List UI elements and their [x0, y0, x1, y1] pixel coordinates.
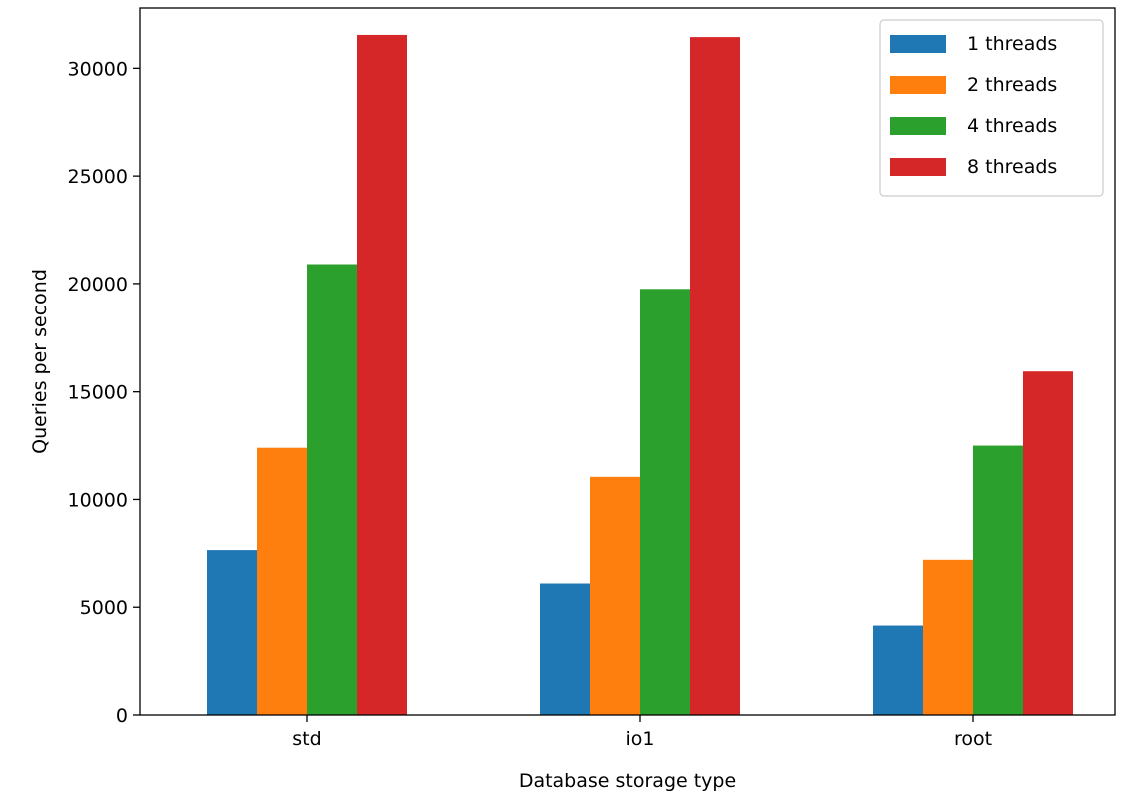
- bar-io1-8-threads: [690, 37, 740, 716]
- bar-root-2-threads: [923, 559, 973, 715]
- bar-io1-1-threads: [540, 583, 590, 715]
- bar-io1-4-threads: [640, 289, 690, 715]
- legend-swatch-2-threads: [890, 76, 946, 94]
- x-tick-label: io1: [626, 728, 655, 750]
- legend: 1 threads 2 threads 4 threads 8 threads: [879, 19, 1104, 197]
- legend-swatch-4-threads: [890, 117, 946, 135]
- bar-std-4-threads: [307, 264, 357, 715]
- y-tick-label: 15000: [68, 382, 128, 404]
- legend-swatch-8-threads: [890, 158, 946, 176]
- legend-swatch-1-threads: [890, 35, 946, 53]
- bar-std-2-threads: [257, 447, 307, 715]
- y-tick-label: 25000: [68, 166, 128, 188]
- y-axis-ticks: 0 5000 10000 15000 20000 25000 30000: [68, 58, 140, 727]
- plot-frame: [139, 7, 1116, 716]
- x-axis-label: Database storage type: [519, 770, 736, 792]
- legend-box: [879, 19, 1104, 197]
- x-axis-ticks: std io1 root: [292, 715, 992, 750]
- x-tick-label: root: [954, 728, 992, 750]
- bar-root-4-threads: [973, 445, 1023, 715]
- legend-label-2-threads: 2 threads: [967, 74, 1057, 96]
- x-tick-label: std: [292, 728, 321, 750]
- y-tick-label: 10000: [68, 489, 128, 511]
- y-tick-label: 20000: [68, 274, 128, 296]
- legend-label-1-threads: 1 threads: [967, 33, 1057, 55]
- y-tick-label: 30000: [68, 58, 128, 80]
- bar-std-1-threads: [207, 550, 257, 715]
- y-axis-label: Queries per second: [29, 269, 51, 454]
- legend-label-8-threads: 8 threads: [967, 156, 1057, 178]
- legend-label-4-threads: 4 threads: [967, 115, 1057, 137]
- bar-root-8-threads: [1023, 371, 1073, 715]
- y-tick-label: 5000: [80, 597, 128, 619]
- y-tick-label: 0: [116, 705, 128, 727]
- bar-std-8-threads: [357, 34, 407, 715]
- bar-root-1-threads: [873, 625, 923, 715]
- bar-io1-2-threads: [590, 476, 640, 715]
- bars-layer: [207, 34, 1073, 716]
